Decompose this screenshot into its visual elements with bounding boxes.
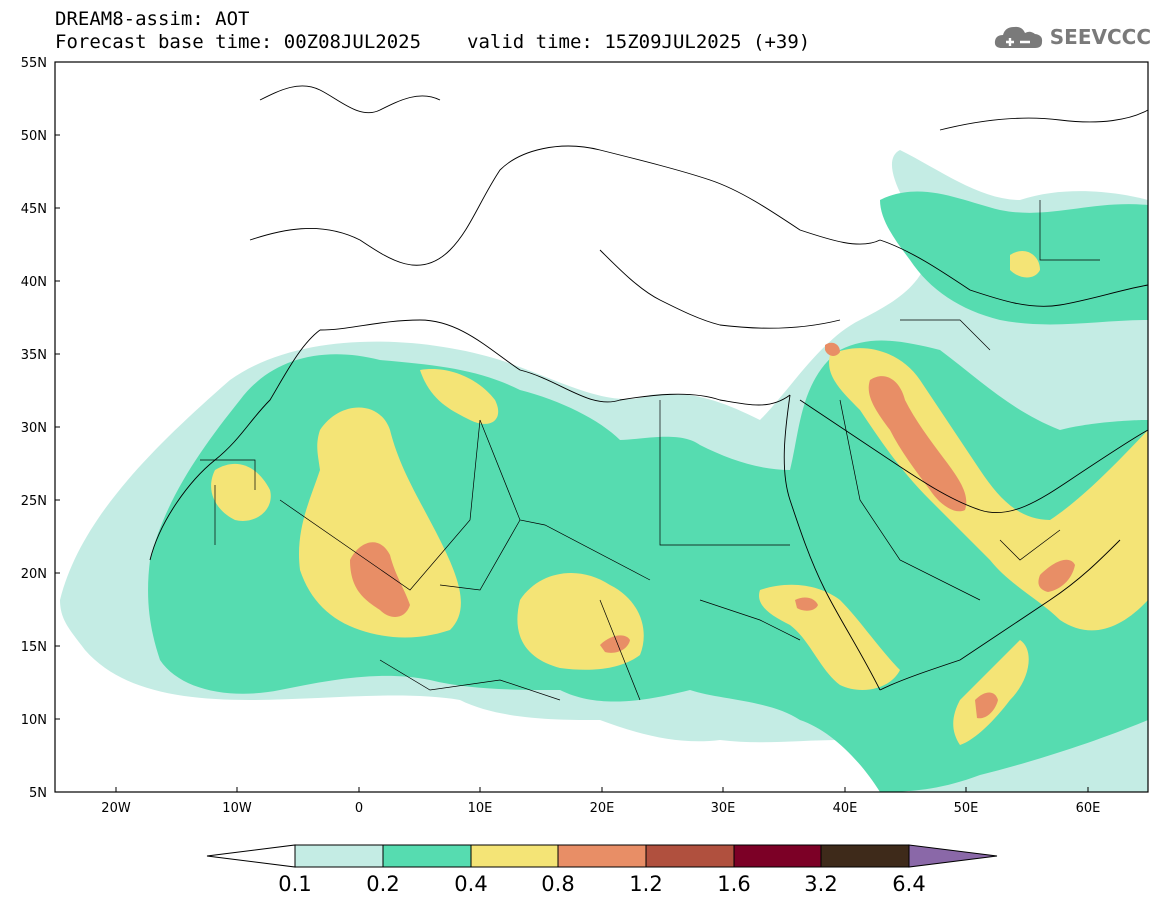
lon-label-30e: 30E [711,787,736,816]
svg-text:10W: 10W [222,801,252,816]
forecast-times: Forecast base time: 00Z08JUL2025 valid ti… [55,31,810,53]
base-time: Forecast base time: 00Z08JUL2025 [55,31,422,53]
lon-label-60e: 60E [1076,787,1101,816]
colorbar-label-3-2: 3.2 [804,872,837,896]
svg-text:50N: 50N [21,129,47,144]
lat-label-40n: 40N [21,275,60,290]
aot-level-0-8 [350,342,1075,719]
colorbar-bin-6 [733,844,822,868]
colorbar-bin-4 [557,844,647,868]
colorbar-bin-3 [470,844,559,868]
svg-text:35N: 35N [21,348,47,363]
lat-label-5n: 5N [29,786,60,801]
lon-label-20w: 20W [101,787,131,816]
cloud-icon [994,26,1042,48]
lat-label-15n: 15N [21,640,60,655]
colorbar: 0.1 0.2 0.4 0.8 1.2 1.6 3.2 6.4 [206,844,998,896]
colorbar-label-1-6: 1.6 [717,872,750,896]
lon-label-10e: 10E [468,787,493,816]
colorbar-bin-2 [382,844,472,868]
colorbar-label-1-2: 1.2 [629,872,662,896]
lat-label-50n: 50N [21,129,60,144]
lon-label-40e: 40E [833,787,858,816]
svg-text:55N: 55N [21,56,47,71]
map-plot [55,62,1148,792]
svg-text:40N: 40N [21,275,47,290]
svg-text:30E: 30E [711,801,736,816]
colorbar-label-0-4: 0.4 [454,872,487,896]
svg-text:20E: 20E [590,801,615,816]
lat-label-20n: 20N [21,567,60,582]
lat-label-45n: 45N [21,202,60,217]
longitude-axis: 20W 10W 0 10E 20E 30E 40E 50E 60E [101,787,1100,816]
colorbar-bin-7 [820,844,910,868]
svg-text:20W: 20W [101,801,131,816]
lon-label-0: 0 [355,787,363,816]
svg-text:40E: 40E [833,801,858,816]
lat-label-30n: 30N [21,421,60,436]
svg-text:25N: 25N [21,494,47,509]
lat-label-10n: 10N [21,713,60,728]
lon-label-20e: 20E [590,787,615,816]
colorbar-label-0-1: 0.1 [278,872,311,896]
colorbar-bin-5 [645,844,735,868]
valid-time: valid time: 15Z09JUL2025 (+39) [467,31,811,53]
latitude-axis: 55N 50N 45N 40N 35N 30N 25N 20N 15N 10N … [21,56,60,801]
svg-text:50E: 50E [954,801,979,816]
svg-text:60E: 60E [1076,801,1101,816]
svg-text:10N: 10N [21,713,47,728]
svg-text:20N: 20N [21,567,47,582]
svg-text:10E: 10E [468,801,493,816]
lat-label-25n: 25N [21,494,60,509]
lat-label-55n: 55N [21,56,60,71]
colorbar-label-6-4: 6.4 [892,872,925,896]
svg-text:45N: 45N [21,202,47,217]
colorbar-over-triangle [908,844,998,868]
coastlines [149,85,1148,691]
svg-text:30N: 30N [21,421,47,436]
political-borders [200,200,1100,701]
svg-text:5N: 5N [29,786,47,801]
lat-label-35n: 35N [21,348,60,363]
colorbar-bin-1 [294,844,384,868]
colorbar-under-triangle [206,844,296,868]
colorbar-label-0-2: 0.2 [366,872,399,896]
chart-title: DREAM8-assim: AOT [55,8,250,30]
svg-text:0: 0 [355,801,363,816]
lon-label-50e: 50E [954,787,979,816]
svg-text:15N: 15N [21,640,47,655]
seevccc-logo: SEEVCCC [992,22,1151,52]
logo-text: SEEVCCC [1049,25,1151,49]
lon-label-10w: 10W [222,787,252,816]
colorbar-label-0-8: 0.8 [541,872,574,896]
